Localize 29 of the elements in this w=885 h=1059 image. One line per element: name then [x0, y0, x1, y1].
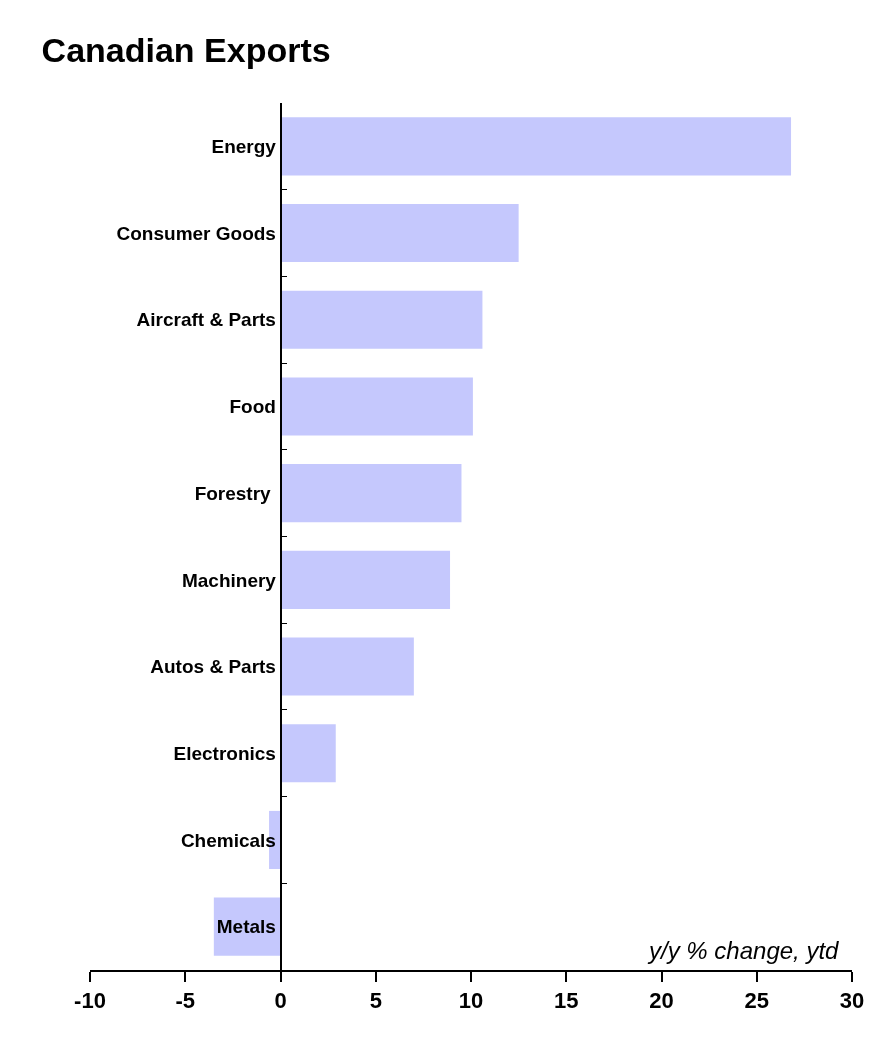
x-tick-label: -5 [175, 988, 196, 1014]
y-tick-label: Energy [211, 136, 277, 157]
x-tick-label: 20 [649, 988, 674, 1014]
chart-title: Canadian Exports [41, 30, 331, 69]
bar [280, 464, 462, 523]
x-tick-label: 5 [369, 988, 382, 1014]
y-tick-label: Chemicals [180, 829, 276, 851]
y-tick-label: Consumer Goods [116, 222, 276, 244]
x-tick-label: 15 [554, 988, 579, 1014]
y-tick-label: Metals [216, 916, 276, 938]
x-tick-label: 30 [839, 988, 865, 1014]
x-tick-label: -10 [74, 988, 106, 1014]
y-tick-label: Autos & Parts [150, 656, 276, 678]
annotation: y/y % change, ytd [647, 937, 840, 964]
y-tick-label: Electronics [173, 742, 276, 764]
bar [280, 637, 414, 696]
x-tick-label: 10 [458, 988, 484, 1014]
bar [280, 377, 473, 436]
bar [280, 550, 451, 609]
x-tick-label: 25 [744, 988, 769, 1014]
bar [280, 724, 336, 783]
y-tick-label: Machinery [181, 569, 277, 591]
y-tick-label: Food [229, 396, 276, 418]
y-tick-label: Forestry [194, 482, 276, 504]
bar [280, 204, 519, 263]
x-tick-label: 0 [274, 988, 287, 1014]
y-tick-label: Aircraft & Parts [136, 309, 276, 331]
bar [280, 290, 483, 349]
bar [280, 117, 792, 176]
